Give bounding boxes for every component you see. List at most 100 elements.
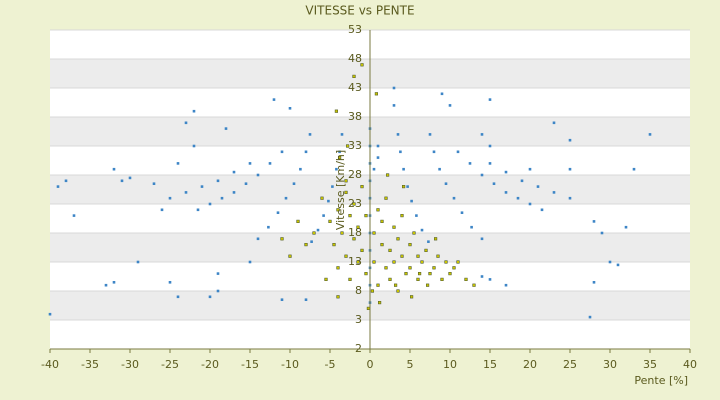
scatter-point [272, 98, 276, 101]
scatter-point [376, 208, 380, 212]
x-tick-label: -15 [241, 358, 259, 371]
scatter-point [452, 266, 456, 270]
scatter-point [392, 86, 396, 90]
scatter-point [406, 185, 409, 188]
y-tick-label: 23 [348, 197, 362, 210]
x-tick-label: -25 [161, 358, 179, 371]
scatter-point [268, 162, 272, 165]
scatter-point [427, 240, 430, 243]
scatter-point [112, 167, 116, 171]
x-tick-label: -5 [325, 358, 336, 371]
y-tick-label: 53 [348, 23, 362, 36]
x-tick-label: -10 [281, 358, 299, 371]
scatter-point [448, 271, 452, 276]
scatter-point [464, 277, 468, 282]
scatter-point [392, 225, 396, 229]
scatter-point [436, 254, 440, 258]
scatter-point [244, 182, 248, 185]
scatter-point [304, 150, 308, 154]
scatter-point [480, 173, 484, 177]
y-tick-label: 3 [355, 313, 362, 326]
scatter-point [433, 237, 438, 241]
scatter-point [216, 179, 220, 183]
y-tick-label: 48 [348, 52, 362, 65]
scatter-point [366, 306, 371, 311]
scatter-point [216, 289, 220, 293]
scatter-point [296, 219, 300, 224]
x-tick-label: 5 [407, 358, 414, 371]
scatter-point [288, 254, 292, 258]
scatter-point [340, 231, 344, 235]
scatter-point [504, 170, 508, 174]
scatter-point [592, 220, 596, 223]
scatter-point [408, 243, 412, 247]
scatter-point [292, 182, 296, 185]
scatter-point [192, 109, 196, 113]
scatter-point [392, 260, 396, 264]
y-tick-label: 28 [348, 168, 362, 181]
scatter-point [416, 254, 420, 258]
scatter-point [304, 298, 308, 301]
scatter-point [320, 196, 324, 200]
scatter-point [616, 263, 620, 267]
y-tick-label: 33 [348, 139, 362, 152]
scatter-point [224, 127, 228, 130]
x-tick-label: 35 [643, 358, 657, 371]
y-tick-label: 38 [348, 110, 362, 123]
scatter-point [552, 191, 556, 194]
scatter-point [356, 260, 360, 264]
scatter-point [280, 237, 284, 241]
scatter-point [336, 266, 340, 270]
scatter-point [308, 133, 312, 136]
scatter-point [370, 289, 375, 293]
scatter-point [568, 196, 572, 200]
scatter-point [648, 133, 652, 136]
scatter-point [196, 208, 200, 212]
x-tick-label: 0 [367, 358, 374, 371]
scatter-point [468, 162, 472, 165]
scatter-point [337, 156, 342, 160]
scatter-point [412, 231, 416, 235]
scatter-point [256, 173, 260, 177]
scatter-point [360, 185, 364, 189]
scatter-point [104, 283, 108, 287]
scatter-point [396, 133, 400, 136]
scatter-point [168, 196, 172, 200]
x-tick-label: 25 [563, 358, 577, 371]
scatter-point [456, 260, 460, 264]
scatter-point [536, 185, 540, 188]
scatter-point [356, 225, 360, 229]
scatter-point [128, 176, 132, 180]
scatter-point [384, 196, 388, 200]
scatter-point [424, 248, 428, 253]
scatter-point [396, 237, 400, 241]
scatter-point [364, 271, 368, 276]
scatter-point [324, 277, 328, 282]
scatter-point [208, 202, 212, 206]
scatter-point [120, 179, 124, 183]
scatter-point [192, 144, 196, 148]
scatter-point [168, 281, 172, 284]
scatter-point [352, 74, 356, 78]
x-tick-label: -35 [81, 358, 99, 371]
scatter-point [372, 167, 376, 171]
x-axis-title: Pente [%] [634, 374, 688, 387]
scatter-point [184, 191, 188, 194]
scatter-point [280, 298, 284, 301]
x-tick-label: 15 [483, 358, 497, 371]
scatter-point [328, 219, 332, 224]
scatter-point [432, 266, 436, 270]
y-tick-label: 13 [348, 255, 362, 268]
y-axis-title: Vitesse [Km/h] [334, 150, 347, 230]
scatter-point [200, 185, 204, 188]
scatter-point [488, 278, 492, 281]
scatter-point [504, 191, 508, 194]
scatter-point [409, 295, 414, 299]
scatter-point [380, 219, 384, 224]
scatter-point [312, 231, 316, 235]
scatter-point [488, 162, 492, 165]
scatter-point [136, 260, 140, 264]
scatter-point [504, 283, 508, 287]
scatter-point [420, 260, 424, 264]
scatter-point [316, 228, 320, 232]
